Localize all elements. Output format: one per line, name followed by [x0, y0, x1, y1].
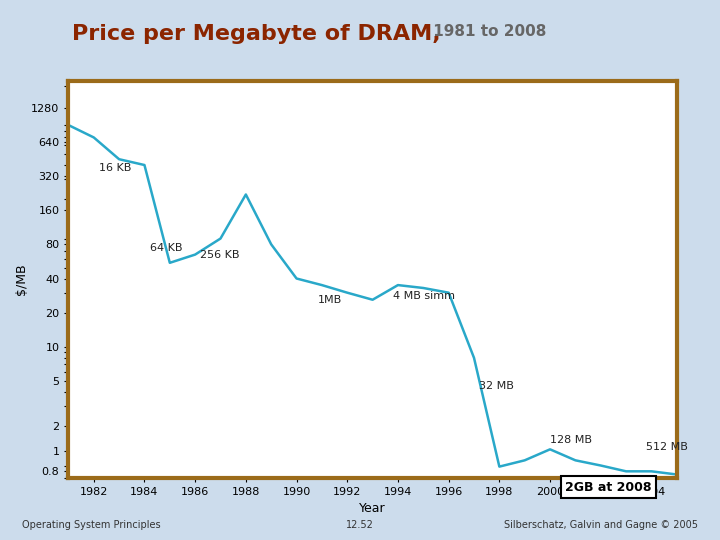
Text: Silberschatz, Galvin and Gagne © 2005: Silberschatz, Galvin and Gagne © 2005 [505, 520, 698, 530]
Y-axis label: $/MB: $/MB [15, 264, 28, 295]
Text: 32 MB: 32 MB [479, 381, 514, 391]
Text: 1981 to 2008: 1981 to 2008 [428, 24, 546, 39]
Text: 64 KB: 64 KB [150, 242, 182, 253]
Text: 2GB at 2008: 2GB at 2008 [565, 481, 652, 494]
Text: 512 MB: 512 MB [647, 442, 688, 453]
Text: Operating System Principles: Operating System Principles [22, 520, 161, 530]
Text: 12.52: 12.52 [346, 520, 374, 530]
X-axis label: Year: Year [359, 503, 386, 516]
Text: 4 MB simm: 4 MB simm [393, 291, 455, 301]
Text: 256 KB: 256 KB [200, 249, 240, 260]
Text: 16 KB: 16 KB [99, 163, 131, 173]
Text: 128 MB: 128 MB [550, 435, 592, 445]
Text: 1MB: 1MB [318, 295, 342, 305]
Text: Price per Megabyte of DRAM,: Price per Megabyte of DRAM, [72, 24, 441, 44]
